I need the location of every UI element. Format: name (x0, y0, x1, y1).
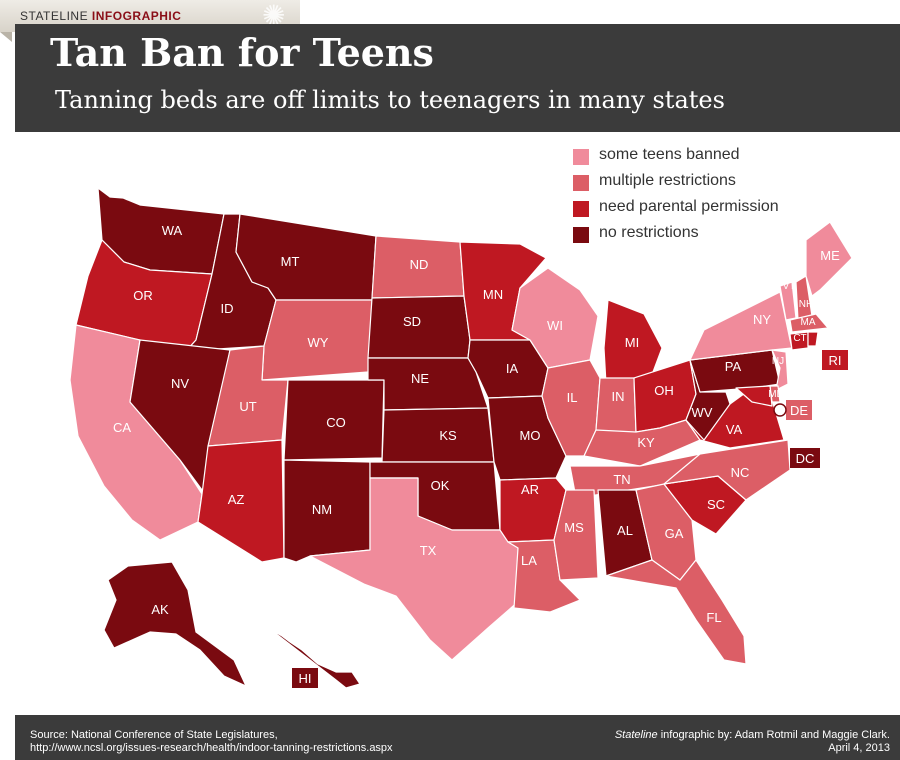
state-label-nh: NH (799, 299, 813, 310)
legend-item-none: no restrictions (573, 224, 833, 250)
legend-label-some: some teens banned (599, 146, 740, 163)
state-label-ny: NY (753, 312, 771, 327)
state-label-ut: UT (239, 399, 256, 414)
state-fl (605, 559, 747, 665)
legend-item-some: some teens banned (573, 146, 833, 172)
callout-label-ri: RI (829, 353, 842, 368)
state-label-mn: MN (483, 287, 503, 302)
credit-date: April 4, 2013 (828, 742, 890, 754)
dc-star-icon (773, 403, 787, 417)
state-label-nc: NC (731, 465, 750, 480)
legend-swatch-multiple (573, 175, 589, 191)
legend-label-parental: need parental permission (599, 198, 779, 215)
state-label-la: LA (521, 553, 537, 568)
callout-box-de (786, 400, 812, 420)
state-ma (789, 313, 829, 333)
state-label-in: IN (612, 389, 625, 404)
callout-box-hi (292, 668, 318, 688)
state-label-wi: WI (547, 318, 563, 333)
state-ct (789, 331, 809, 351)
state-label-ct: CT (793, 333, 806, 344)
state-label-tx: TX (420, 543, 437, 558)
legend-swatch-parental (573, 201, 589, 217)
legend: some teens banned multiple restrictions … (573, 146, 833, 250)
page-subtitle: Tanning beds are off limits to teenagers… (55, 86, 725, 114)
state-label-mt: MT (281, 254, 300, 269)
state-label-ga: GA (665, 526, 684, 541)
state-label-pa: PA (725, 359, 742, 374)
page-title: Tan Ban for Teens (50, 30, 434, 75)
state-label-wy: WY (308, 335, 329, 350)
callout-box-dc (790, 448, 820, 468)
state-label-fl: FL (706, 610, 721, 625)
state-label-mi: MI (625, 335, 639, 350)
us-map: WA OR CA ID NV MT WY UT AZ CO NM ND SD NE KS OK TX MN IA MO… (69, 187, 853, 689)
state-label-va: VA (726, 422, 743, 437)
state-nj (771, 349, 789, 391)
state-tx (309, 477, 521, 661)
state-ny (689, 291, 793, 361)
state-label-ks: KS (439, 428, 457, 443)
state-ky (583, 419, 701, 467)
callout-label-de: DE (790, 403, 808, 418)
state-label-co: CO (326, 415, 346, 430)
state-label-oh: OH (654, 383, 674, 398)
state-label-wa: WA (162, 223, 183, 238)
state-ak (103, 561, 247, 687)
state-label-ms: MS (564, 520, 584, 535)
brand-label: STATELINE INFOGRAPHIC (20, 9, 182, 23)
state-label-ca: CA (113, 420, 131, 435)
state-label-az: AZ (228, 492, 245, 507)
callout-label-dc: DC (796, 451, 815, 466)
state-label-sd: SD (403, 314, 421, 329)
state-ms (553, 489, 599, 581)
legend-item-parental: need parental permission (573, 198, 833, 224)
source-line-2: http://www.ncsl.org/issues-research/heal… (30, 742, 393, 754)
footer: Source: National Conference of State Leg… (15, 715, 900, 760)
state-ks (381, 407, 495, 463)
state-label-ok: OK (431, 478, 450, 493)
state-label-al: AL (617, 523, 633, 538)
state-label-ma: MA (801, 317, 816, 328)
legend-label-none: no restrictions (599, 224, 699, 241)
state-nc (663, 439, 791, 501)
state-wy (261, 299, 373, 381)
state-me (805, 221, 853, 297)
state-label-nv: NV (171, 376, 189, 391)
state-label-nd: ND (410, 257, 429, 272)
state-label-ar: AR (521, 482, 539, 497)
state-label-me: ME (820, 248, 840, 263)
state-ri (807, 331, 819, 347)
legend-item-multiple: multiple restrictions (573, 172, 833, 198)
state-md (735, 385, 773, 407)
header-banner: Tan Ban for Teens Tanning beds are off l… (15, 24, 900, 132)
state-label-ky: KY (637, 435, 655, 450)
legend-swatch-some (573, 149, 589, 165)
state-label-id: ID (221, 301, 234, 316)
sunburst-icon: ✺ (262, 0, 286, 31)
callout-box-ri (822, 350, 848, 370)
state-az (197, 439, 285, 563)
state-label-sc: SC (707, 497, 725, 512)
state-label-tn: TN (613, 472, 630, 487)
legend-label-multiple: multiple restrictions (599, 172, 736, 189)
state-label-ak: AK (151, 602, 169, 617)
callout-label-hi: HI (299, 671, 312, 686)
state-label-md: MD (768, 389, 784, 400)
state-label-vt: VT (783, 281, 796, 292)
state-label-ne: NE (411, 371, 429, 386)
state-label-ia: IA (506, 361, 519, 376)
state-label-nm: NM (312, 502, 332, 517)
legend-swatch-none (573, 227, 589, 243)
state-label-mo: MO (520, 428, 541, 443)
source-line-1: Source: National Conference of State Leg… (30, 729, 278, 741)
state-label-wv: WV (692, 405, 713, 420)
state-label-nj: NJ (772, 356, 784, 367)
credit-line: Stateline infographic by: Adam Rotmil an… (614, 729, 890, 741)
state-label-il: IL (567, 390, 578, 405)
state-label-or: OR (133, 288, 153, 303)
state-hi (265, 625, 361, 689)
